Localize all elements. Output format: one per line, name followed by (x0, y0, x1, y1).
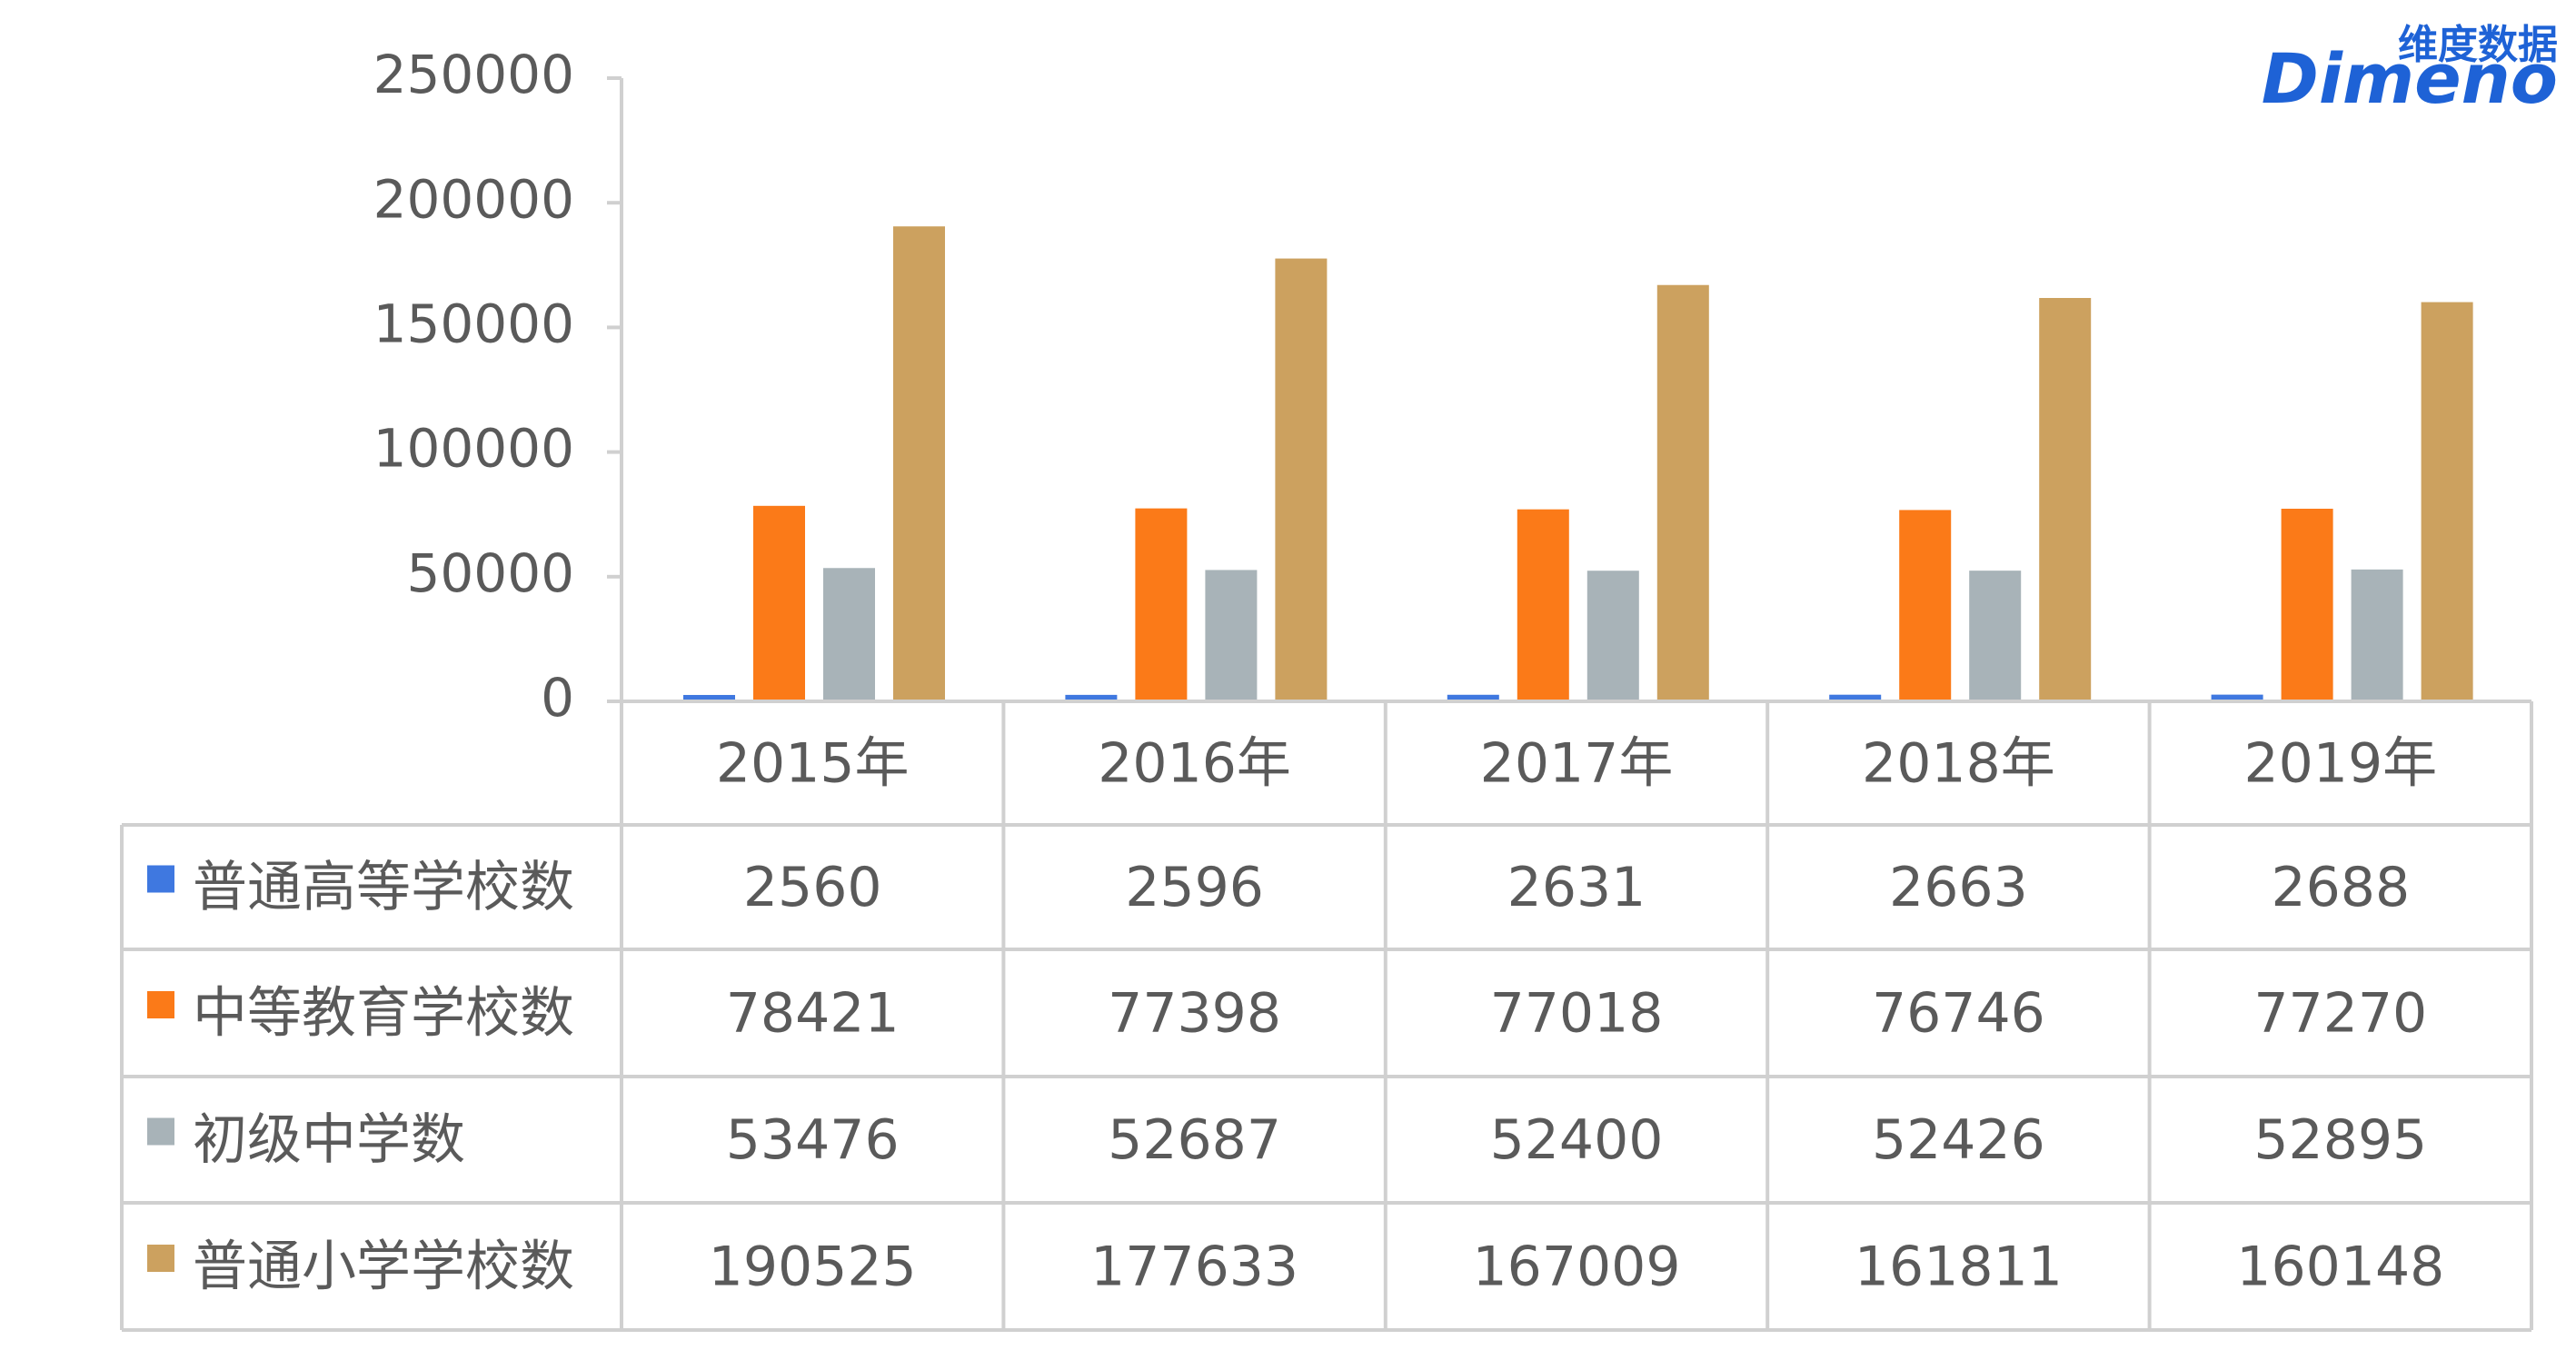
y-tick-label: 0 (541, 667, 574, 729)
table-value: 52400 (1490, 1108, 1664, 1172)
logo-en: Dimeno (2262, 38, 2558, 119)
table-value: 160148 (2236, 1236, 2444, 1299)
legend-swatch (147, 865, 174, 893)
table-value: 52687 (1108, 1108, 1281, 1172)
table-value: 53476 (726, 1108, 900, 1172)
table-value: 2560 (743, 856, 882, 919)
bar (2351, 569, 2403, 701)
table-value: 77270 (2253, 982, 2427, 1046)
table-value: 52426 (1872, 1108, 2045, 1172)
bar (823, 568, 875, 701)
bar (683, 694, 735, 701)
table-value: 76746 (1872, 982, 2045, 1046)
bar (2039, 297, 2092, 701)
legend-swatch (147, 1245, 174, 1272)
table-value: 167009 (1472, 1236, 1680, 1299)
bar (2211, 694, 2263, 701)
bar (1205, 570, 1258, 701)
table-value: 2663 (1889, 856, 2028, 919)
table-value: 177633 (1090, 1236, 1298, 1299)
bar (2281, 508, 2333, 701)
table-value: 2596 (1125, 856, 1264, 919)
legend-label: 普通高等学校数 (193, 856, 574, 919)
table-value: 78421 (726, 982, 900, 1046)
bar (1899, 510, 1952, 701)
bar (1275, 258, 1328, 701)
table-value: 161811 (1855, 1236, 2063, 1299)
table-value: 2631 (1507, 856, 1646, 919)
y-tick-label: 150000 (373, 293, 574, 355)
legend-swatch (147, 1117, 174, 1146)
x-tick-label: 2015年 (716, 732, 910, 796)
bar (1135, 508, 1188, 701)
bar (1065, 694, 1118, 701)
x-tick-label: 2017年 (1480, 732, 1674, 796)
logo-cn: 维度数据 (2398, 22, 2558, 68)
bar (1969, 571, 2022, 701)
legend-swatch (147, 991, 174, 1018)
y-tick-label: 200000 (373, 168, 574, 230)
bar (1517, 509, 1569, 701)
bar (2421, 302, 2473, 701)
x-tick-label: 2019年 (2243, 732, 2437, 796)
table-value: 190525 (709, 1236, 917, 1299)
bar (1656, 284, 1709, 701)
bar (1586, 571, 1639, 701)
table-value: 77018 (1490, 982, 1664, 1046)
y-tick-label: 50000 (406, 542, 574, 604)
y-tick-label: 100000 (373, 418, 574, 480)
bar (753, 505, 805, 701)
bar (1447, 694, 1499, 701)
x-tick-label: 2016年 (1098, 732, 1291, 796)
bar (893, 226, 945, 701)
legend-label: 普通小学学校数 (193, 1236, 574, 1299)
table-value: 52895 (2253, 1108, 2427, 1172)
table-value: 2688 (2271, 856, 2410, 919)
legend-label: 中等教育学校数 (193, 982, 574, 1046)
y-tick-label: 250000 (373, 44, 574, 105)
legend-label: 初级中学数 (193, 1108, 465, 1172)
bar (1829, 694, 1882, 701)
table-value: 77398 (1108, 982, 1281, 1046)
x-tick-label: 2018年 (1862, 732, 2055, 796)
